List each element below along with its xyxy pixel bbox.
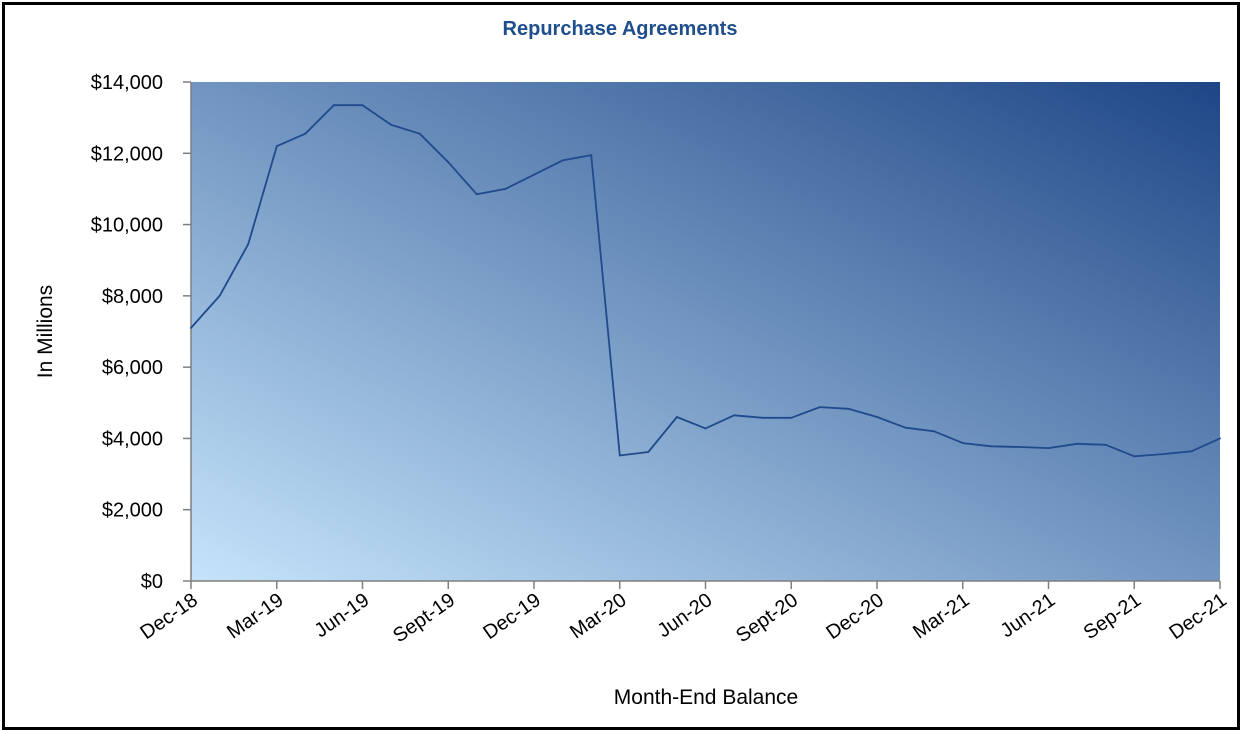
- data-point: [1019, 446, 1021, 448]
- x-tick-label: Dec-19: [479, 589, 544, 644]
- data-point: [533, 173, 535, 176]
- y-tick-label: $14,000: [91, 72, 163, 94]
- data-point: [475, 193, 478, 196]
- y-tick-label: $2,000: [102, 500, 163, 522]
- plot-area: [191, 82, 1220, 581]
- x-tick-label: Dec-21: [1165, 589, 1230, 644]
- data-point: [933, 430, 936, 433]
- x-tick-label: Dec-20: [822, 589, 887, 644]
- data-point: [418, 132, 421, 135]
- y-tick-label: $0: [141, 571, 163, 593]
- x-tick-label: Jun-20: [654, 589, 717, 642]
- data-point: [447, 161, 450, 164]
- data-point: [876, 416, 878, 418]
- x-tick-label: Jun-19: [311, 589, 374, 642]
- data-point: [704, 427, 707, 430]
- data-point: [247, 243, 250, 246]
- data-point: [961, 442, 964, 444]
- data-point: [333, 104, 335, 107]
- data-point: [847, 407, 850, 410]
- x-tick-label: Mar-19: [223, 589, 288, 643]
- x-tick-label: Mar-20: [566, 589, 631, 643]
- x-tick-label: Sept-20: [732, 589, 802, 647]
- chart-title: Repurchase Agreements: [502, 18, 738, 40]
- data-point: [190, 327, 192, 329]
- data-point: [1219, 437, 1221, 440]
- y-tick-label: $10,000: [91, 215, 163, 237]
- y-tick-label: $8,000: [102, 286, 163, 308]
- data-point: [790, 416, 793, 419]
- data-point: [1161, 453, 1164, 456]
- x-tick-label: Jun-21: [997, 589, 1060, 642]
- data-point: [676, 416, 678, 418]
- y-axis-label: In Millions: [34, 285, 57, 378]
- y-tick-label: $12,000: [91, 143, 163, 165]
- data-point: [904, 426, 907, 429]
- data-point: [761, 416, 764, 419]
- y-tick-label: $4,000: [102, 428, 163, 450]
- data-point: [1133, 455, 1136, 458]
- data-point: [361, 104, 364, 107]
- data-point: [275, 145, 278, 148]
- data-point: [304, 132, 307, 135]
- x-tick-label: Sep-21: [1080, 589, 1145, 644]
- data-point: [1190, 450, 1193, 453]
- x-tick-label: Sept-19: [389, 589, 459, 647]
- data-point: [1104, 443, 1107, 446]
- x-axis-label: Month-End Balance: [614, 686, 798, 709]
- data-point: [733, 414, 735, 417]
- data-point: [561, 159, 564, 162]
- data-point: [1047, 447, 1050, 449]
- data-point: [590, 154, 593, 156]
- x-tick-label: Mar-21: [909, 589, 974, 643]
- data-point: [647, 451, 650, 453]
- x-tick-label: Dec-18: [136, 589, 201, 644]
- data-point: [390, 123, 392, 126]
- data-point: [990, 445, 993, 448]
- data-point: [218, 294, 221, 297]
- data-point: [504, 188, 507, 190]
- data-point: [1076, 442, 1078, 445]
- data-point: [618, 454, 621, 457]
- y-tick-label: $6,000: [102, 357, 163, 379]
- data-point: [818, 406, 821, 408]
